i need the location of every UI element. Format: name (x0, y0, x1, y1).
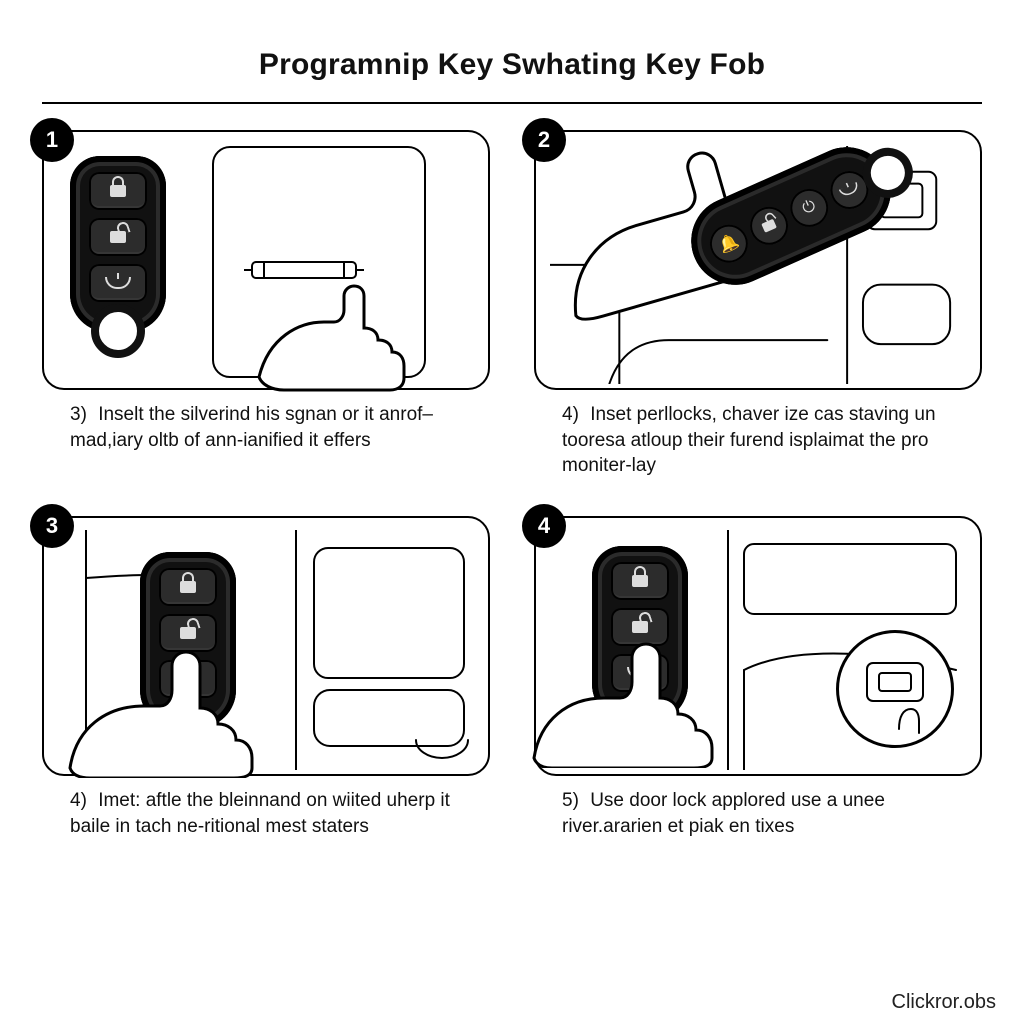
step-3-caption: 4) Imet: aftle the bleinnand on wiited u… (42, 788, 490, 839)
steps-grid: 1 (42, 130, 982, 858)
step-4-caption-prefix: 5) (562, 790, 579, 811)
step-3-badge: 3 (30, 504, 74, 548)
fob-power-button-icon: ⏻ (784, 183, 834, 233)
title-underline (42, 102, 982, 104)
step-2: 2 🔔 ⏻ (534, 130, 982, 498)
step-3-caption-prefix: 4) (70, 790, 87, 811)
step-1: 1 (42, 130, 490, 498)
fob-lock-button-icon (159, 568, 217, 606)
step-4-caption: 5) Use door lock applored use a unee riv… (534, 788, 982, 839)
fob-trunk-button-icon (824, 165, 874, 215)
page-title: Programnip Key Swhating Key Fob (42, 48, 982, 82)
step-1-panel: 1 (42, 130, 490, 390)
step-3-panel: 3 (42, 516, 490, 776)
step-1-caption-prefix: 3) (70, 404, 87, 425)
step-4-badge: 4 (522, 504, 566, 548)
key-fob-icon (70, 156, 166, 332)
step-1-badge: 1 (30, 118, 74, 162)
step-3-caption-text: Imet: aftle the bleinnand on wiited uher… (70, 790, 450, 837)
fob-unlock-button-icon (89, 218, 147, 256)
watermark: Clickror.obs (892, 991, 996, 1014)
hand-pressing-icon (530, 638, 720, 768)
fob-trunk-button-icon (89, 264, 147, 302)
fob-unlock-button-icon (159, 614, 217, 652)
step-1-caption: 3) Inselt the silverind his sgnan or it … (42, 402, 490, 453)
step-2-panel: 2 🔔 ⏻ (534, 130, 982, 390)
step-2-caption-prefix: 4) (562, 404, 579, 425)
step-2-caption: 4) Inset perllocks, chaver ize cas stavi… (534, 402, 982, 479)
door-lock-detail-icon (836, 630, 954, 748)
fob-lock-button-icon (611, 562, 669, 600)
step-4-caption-text: Use door lock applored use a unee river.… (562, 790, 885, 837)
step-4-panel: 4 (534, 516, 982, 776)
fob-horn-button-icon: 🔔 (704, 219, 754, 269)
step-4: 4 (534, 516, 982, 858)
step-1-caption-text: Inselt the silverind his sgnan or it anr… (70, 404, 433, 451)
step-2-caption-text: Inset perllocks, chaver ize cas staving … (562, 404, 936, 476)
hand-pointing-icon (254, 282, 414, 392)
fob-lock-button-icon (89, 172, 147, 210)
step-3: 3 4) (42, 516, 490, 858)
step-2-badge: 2 (522, 118, 566, 162)
hand-pressing-icon (64, 648, 264, 778)
fob-unlock-button-icon (744, 201, 794, 251)
